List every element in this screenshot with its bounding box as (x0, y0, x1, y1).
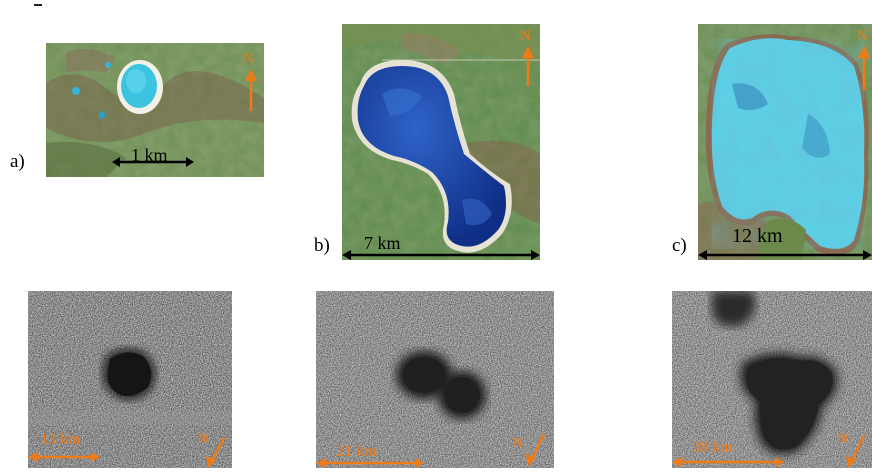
satellite-image-c (698, 24, 872, 260)
north-label-c: N (857, 28, 868, 44)
north-arrow-b (520, 30, 536, 86)
north-label-radar-a: N (198, 431, 209, 447)
north-arrow-a (243, 53, 259, 111)
panel-label-a: a) (10, 151, 25, 172)
scale-label-a: 1 km (131, 145, 168, 165)
north-arrow-radar-a (200, 430, 230, 468)
scale-bar-c (698, 248, 872, 262)
panel-label-c: c) (672, 235, 687, 256)
scale-bar-radar-b (316, 456, 424, 468)
radar-image-c (672, 291, 872, 468)
scale-bar-a (112, 155, 194, 169)
scale-label-radar-b: 21 km (336, 443, 377, 460)
scale-label-radar-c: 38 km (692, 439, 733, 456)
north-label-a: N (243, 51, 254, 67)
north-label-b: N (520, 28, 531, 44)
north-arrow-c (856, 30, 872, 90)
corner-mark (34, 4, 42, 6)
panel-label-b: b) (314, 235, 330, 256)
scale-label-b: 7 km (364, 233, 401, 253)
scale-bar-radar-c (672, 455, 784, 467)
scale-bar-b (342, 248, 540, 262)
north-arrow-radar-c (840, 428, 870, 468)
satellite-image-b (342, 24, 540, 260)
satellite-image-a (46, 43, 264, 177)
radar-image-a (28, 291, 232, 468)
scale-label-c: 12 km (732, 225, 783, 247)
scale-label-radar-a: 13 km (40, 431, 81, 448)
north-label-radar-c: N (838, 431, 849, 447)
north-arrow-radar-b (520, 426, 550, 466)
scale-bar-radar-a (28, 450, 100, 464)
radar-image-b (316, 291, 554, 468)
north-label-radar-b: N (512, 435, 523, 451)
